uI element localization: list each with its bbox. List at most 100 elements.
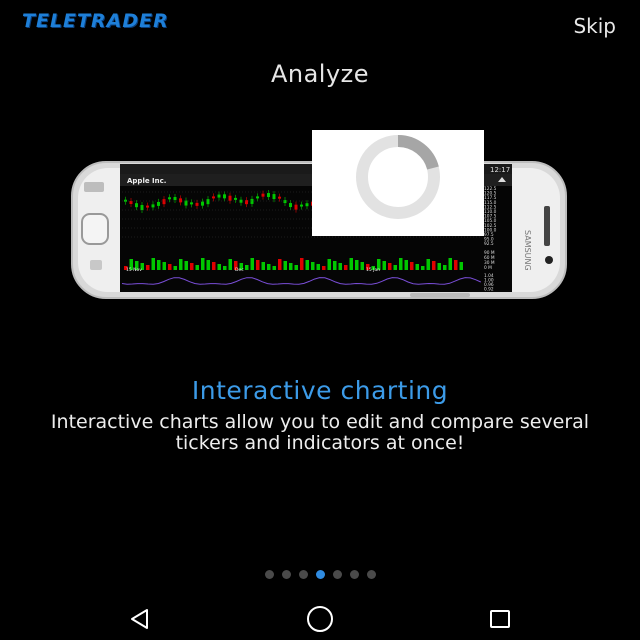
price-tick: 110.0: [484, 209, 497, 215]
candle-body: [245, 200, 248, 205]
home-circle-icon: [307, 606, 333, 632]
volume-bar: [173, 266, 177, 270]
volume-bar: [443, 265, 447, 270]
volume-axis: 90 M60 M30 M0 M: [484, 250, 495, 271]
date-label: 15 Nov: [126, 267, 142, 273]
feature-description: Interactive charts allow you to edit and…: [50, 411, 590, 454]
volume-bar: [206, 260, 210, 270]
volume-bar: [234, 261, 238, 270]
loading-card: [312, 130, 484, 236]
price-tick: 102.5: [484, 223, 497, 229]
volume-bar: [223, 266, 227, 270]
candle-body: [140, 205, 144, 211]
phone-speaker: [544, 206, 550, 246]
candle-body: [267, 193, 270, 198]
candle-body: [206, 199, 210, 205]
volume-bar: [140, 263, 144, 270]
volume-bar: [212, 262, 216, 270]
volume-bar: [228, 259, 232, 270]
volume-tick: 0 M: [484, 265, 492, 271]
volume-bar: [305, 260, 309, 270]
candle-body: [195, 202, 199, 206]
volume-bar: [217, 264, 221, 270]
slide-title: Analyze: [270, 60, 370, 88]
candle-body: [250, 198, 254, 204]
volume-bar: [316, 264, 320, 270]
phone-key: [90, 260, 102, 270]
volume-bar: [168, 264, 172, 270]
candle-body: [173, 197, 177, 201]
candle-body: [228, 195, 232, 201]
android-nav-bar: [0, 595, 640, 640]
price-tick: 97.5: [484, 232, 494, 238]
volume-bar: [300, 258, 304, 270]
candle-body: [272, 194, 276, 200]
volume-bar: [250, 258, 254, 270]
volume-bar: [377, 259, 381, 270]
recents-button[interactable]: [480, 601, 520, 637]
page-indicator: [0, 570, 640, 579]
candle-body: [289, 203, 292, 208]
volume-bar: [399, 258, 403, 270]
volume-bar: [333, 261, 337, 270]
volume-bar: [239, 263, 243, 270]
indicator-axis: 1.041.000.960.92: [484, 273, 494, 293]
volume-bar: [289, 263, 293, 270]
indicator-tick: 1.04: [484, 273, 494, 279]
volume-bar: [432, 261, 436, 270]
candle-body: [300, 204, 303, 207]
page-dot: [349, 570, 359, 579]
collapse-icon: [498, 177, 506, 182]
back-triangle-icon: [131, 609, 148, 629]
date-label: Dec: [235, 267, 244, 273]
volume-bar: [382, 261, 386, 270]
volume-bar: [322, 266, 326, 270]
candle-body: [256, 196, 259, 199]
volume-bar: [393, 265, 397, 270]
candle-body: [217, 194, 221, 198]
volume-bar: [184, 261, 188, 270]
price-tick: 100.0: [484, 227, 497, 233]
candle-body: [261, 193, 265, 197]
volume-bar: [151, 258, 155, 270]
volume-bar: [146, 265, 150, 270]
volume-bar: [344, 265, 348, 270]
date-label: 15 Jan: [366, 267, 380, 273]
volume-bar: [124, 266, 128, 270]
price-tick: 115.0: [484, 200, 497, 206]
price-tick: 117.5: [484, 195, 497, 201]
page-dot: [366, 570, 376, 579]
volume-bar: [135, 261, 139, 270]
volume-bar: [426, 259, 430, 270]
volume-bar: [195, 265, 199, 270]
volume-bar: [283, 261, 287, 270]
volume-bar: [360, 262, 364, 270]
candle-body: [184, 200, 188, 206]
page-dot: [264, 570, 274, 579]
volume-bar: [245, 265, 249, 270]
home-button[interactable]: [300, 601, 340, 637]
teletrader-logo: TELETRADER: [22, 10, 169, 32]
volume-bar: [267, 264, 271, 270]
candle-body: [201, 201, 204, 206]
candle-body: [168, 197, 171, 200]
volume-bar: [201, 258, 205, 270]
page-dot: [332, 570, 342, 579]
back-button[interactable]: [120, 601, 160, 637]
candle-body: [278, 196, 281, 199]
candle-body: [162, 199, 166, 205]
candle-body: [135, 203, 138, 208]
phone-bottom-slot: [410, 293, 470, 297]
skip-button[interactable]: Skip: [573, 14, 616, 38]
volume-tick: 60 M: [484, 255, 495, 261]
volume-bar: [162, 262, 166, 270]
phone-time: 12:17: [490, 166, 510, 174]
volume-bar: [448, 258, 452, 270]
volume-bar: [278, 259, 282, 270]
recents-square-icon: [490, 610, 510, 628]
volume-bar: [459, 262, 463, 270]
phone-home-button: [81, 213, 109, 245]
page-dot: [298, 570, 308, 579]
candle-body: [294, 204, 298, 210]
page-dot: [281, 570, 291, 579]
